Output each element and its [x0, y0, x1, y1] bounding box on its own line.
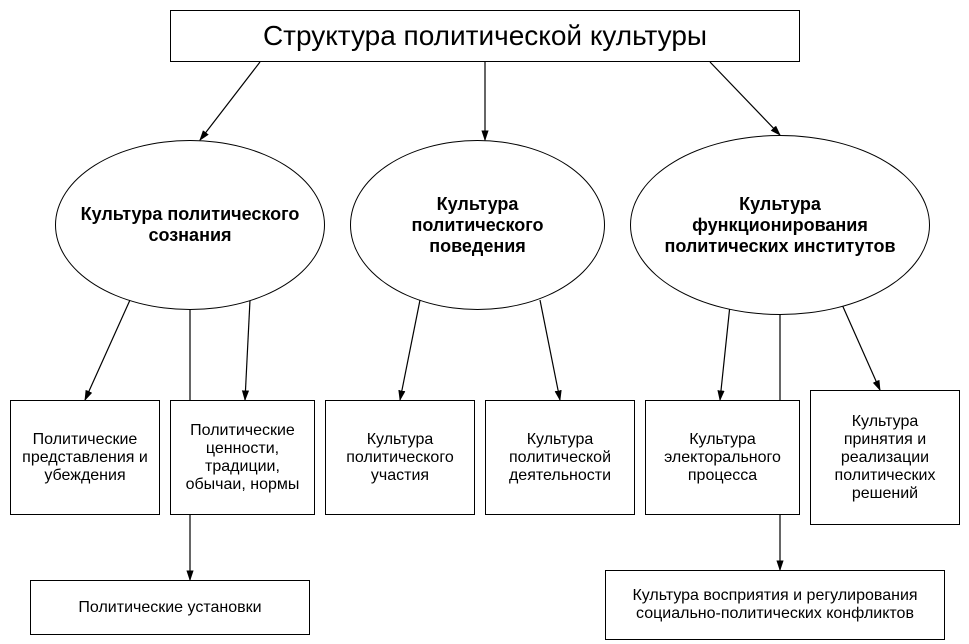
- leaf-l6: Культура принятия и реализации политичес…: [810, 390, 960, 525]
- ellipse-label: Культура функционирования политических и…: [651, 194, 909, 257]
- arrow: [400, 300, 420, 400]
- leaf-l8: Культура восприятия и регулирования соци…: [605, 570, 945, 640]
- arrow: [710, 62, 780, 135]
- title-text: Структура политической культуры: [263, 20, 707, 52]
- leaf-l5: Культура электорального процесса: [645, 400, 800, 515]
- ellipse-e3: Культура функционирования политических и…: [630, 135, 930, 315]
- title-box: Структура политической культуры: [170, 10, 800, 62]
- ellipse-e2: Культура политического поведения: [350, 140, 605, 310]
- leaf-l7: Политические установки: [30, 580, 310, 635]
- leaf-l2: Политические ценности, традиции, обычаи,…: [170, 400, 315, 515]
- leaf-l4: Культура политической деятельности: [485, 400, 635, 515]
- arrow: [85, 300, 130, 400]
- leaf-label: Политические установки: [78, 599, 261, 617]
- leaf-label: Культура политической деятельности: [492, 431, 628, 485]
- leaf-label: Культура принятия и реализации политичес…: [817, 413, 953, 503]
- arrow: [720, 305, 730, 400]
- leaf-l1: Политические представления и убеждения: [10, 400, 160, 515]
- ellipse-label: Культура политического поведения: [371, 194, 584, 257]
- arrows-layer: [0, 0, 969, 644]
- arrow: [245, 300, 250, 400]
- leaf-label: Культура политического участия: [332, 431, 468, 485]
- leaf-label: Политические представления и убеждения: [17, 431, 153, 485]
- ellipse-label: Культура политического сознания: [76, 204, 304, 246]
- leaf-l3: Культура политического участия: [325, 400, 475, 515]
- arrow: [540, 300, 560, 400]
- arrow: [840, 300, 880, 390]
- ellipse-e1: Культура политического сознания: [55, 140, 325, 310]
- leaf-label: Культура электорального процесса: [652, 431, 793, 485]
- arrow: [200, 62, 260, 140]
- diagram-root: Структура политической культуры Культура…: [0, 0, 969, 644]
- leaf-label: Культура восприятия и регулирования соци…: [612, 587, 938, 623]
- leaf-label: Политические ценности, традиции, обычаи,…: [177, 422, 308, 494]
